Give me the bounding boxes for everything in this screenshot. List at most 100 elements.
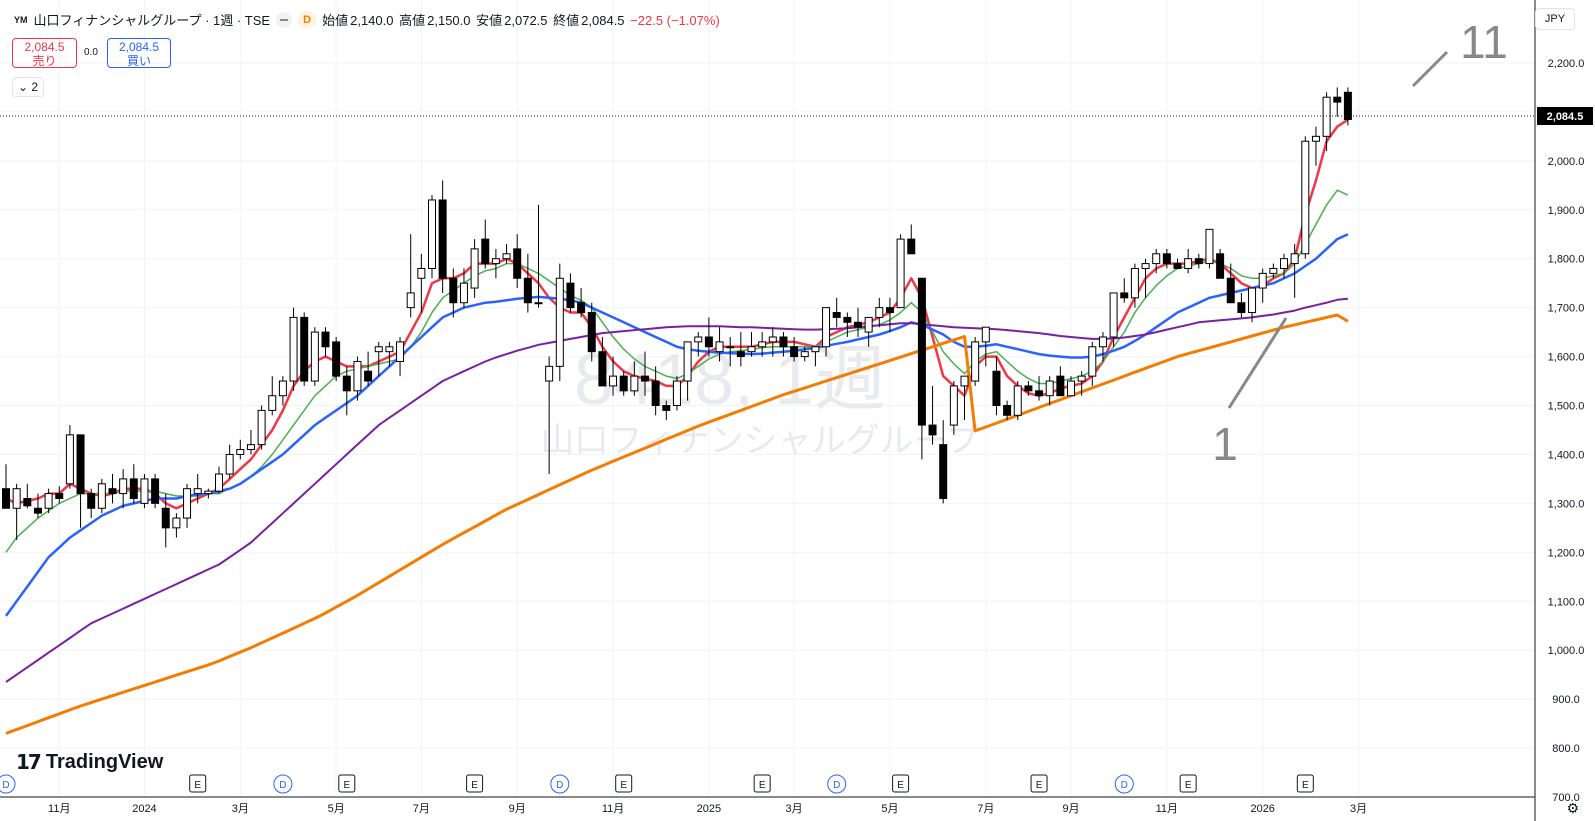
price-tick-label: 1,300.0 xyxy=(1548,498,1585,510)
candle-up xyxy=(545,365,554,382)
earnings-marker-label: E xyxy=(1036,780,1043,791)
candle-down xyxy=(1056,375,1065,397)
candle-up xyxy=(758,341,767,348)
candle-up xyxy=(555,277,564,367)
price-tick-label: 800.0 xyxy=(1552,743,1580,755)
candle-up xyxy=(811,346,820,353)
candle-down xyxy=(928,424,937,436)
dividend-marker-label: D xyxy=(279,780,286,791)
price-tick-label: 1,700.0 xyxy=(1548,303,1585,315)
earnings-marker-label: E xyxy=(897,780,904,791)
candle-down xyxy=(1333,96,1342,103)
legend: YM 山口フィナンシャルグループ · 1週 · TSE D 始値 2,140.0 … xyxy=(14,10,722,29)
open-value: 2,140.0 xyxy=(350,13,394,28)
candle-up xyxy=(1301,140,1310,255)
candle-down xyxy=(342,375,351,392)
earnings-marker xyxy=(189,774,207,793)
candle-up xyxy=(1184,258,1193,269)
candle-up xyxy=(971,341,980,382)
candle-down xyxy=(736,351,745,358)
candle-up xyxy=(236,449,245,455)
price-tick-label: 2,200.0 xyxy=(1548,58,1585,70)
buy-button[interactable]: 2,084.5 買い xyxy=(107,38,171,68)
high-label: 高値 xyxy=(399,13,426,28)
dividend-marker xyxy=(1114,774,1134,794)
candle-up xyxy=(1088,346,1097,377)
candle-down xyxy=(939,444,948,499)
time-tick-label: 3月 xyxy=(232,803,249,815)
candle-up xyxy=(1290,253,1299,265)
price-tick-label: 1,400.0 xyxy=(1548,449,1585,461)
candle-up xyxy=(800,351,809,358)
sell-button[interactable]: 2,084.5 売り xyxy=(12,38,77,68)
last-price-badge xyxy=(1537,107,1593,125)
candle-up xyxy=(172,517,181,529)
candle-down xyxy=(779,336,788,348)
close-label: 終値 xyxy=(553,13,580,28)
candle-up xyxy=(268,395,277,411)
candle-down xyxy=(2,488,10,509)
tradingview-logo-icon: 𝟭𝟳 xyxy=(16,752,42,774)
candle-down xyxy=(332,341,341,377)
candle-up xyxy=(385,346,394,353)
earnings-marker xyxy=(466,774,484,793)
candle-up xyxy=(417,267,426,279)
dividend-marker xyxy=(550,774,570,794)
candle-down xyxy=(523,277,532,304)
time-axis[interactable]: 11月 2024 3月 5月 7月 9月 11月 2025 3月 5月 7月 9月 11月 2026 3月 xyxy=(48,803,1367,815)
high-value: 2,150.0 xyxy=(427,13,471,28)
buy-label: 買い xyxy=(126,54,151,68)
earnings-marker-label: E xyxy=(471,780,478,791)
candle-up xyxy=(1258,272,1267,289)
candle-down xyxy=(161,507,170,529)
indicators-toggle-button[interactable]: ⌄ 2 xyxy=(12,77,44,97)
market-status-icon[interactable] xyxy=(276,11,293,28)
candle-down xyxy=(917,277,926,426)
candle-down xyxy=(577,302,586,314)
dividend-badge[interactable]: D xyxy=(298,10,317,29)
earnings-marker xyxy=(615,774,633,793)
candle-down xyxy=(1226,277,1235,304)
candle-up xyxy=(630,375,639,392)
candle-up xyxy=(1077,375,1086,382)
candle-up xyxy=(44,493,53,509)
candle-up xyxy=(683,341,692,382)
time-tick-label: 9月 xyxy=(509,803,526,815)
settings-gear-icon[interactable]: ⚙ xyxy=(1566,800,1579,816)
trend-line-lower xyxy=(1227,317,1288,409)
candle-up xyxy=(396,341,405,362)
price-tick-label: 700.0 xyxy=(1552,792,1580,804)
price-tick-label: 2,000.0 xyxy=(1548,156,1585,168)
sell-label: 売り xyxy=(32,54,57,68)
time-tick-label: 2025 xyxy=(697,803,721,815)
currency-button[interactable]: JPY xyxy=(1535,8,1575,30)
candle-down xyxy=(854,321,862,328)
candle-down xyxy=(1216,253,1225,279)
ma-line-4 xyxy=(5,297,1348,683)
dividend-marker-label: D xyxy=(556,780,563,791)
earnings-marker xyxy=(338,774,356,793)
candle-up xyxy=(1152,253,1161,265)
dividend-marker-label: D xyxy=(2,780,9,791)
candle-down xyxy=(1173,263,1182,269)
symbol-title[interactable]: 山口フィナンシャルグループ · 1週 · TSE xyxy=(33,13,271,28)
candle-up xyxy=(310,331,319,382)
candle-down xyxy=(885,307,894,314)
candle-up xyxy=(949,385,958,426)
candle-up xyxy=(1269,267,1278,274)
trend-line-upper xyxy=(1411,50,1449,88)
candle-up xyxy=(1311,135,1320,142)
time-tick-label: 3月 xyxy=(1350,803,1367,815)
candle-up xyxy=(715,341,724,353)
candle-up xyxy=(864,316,873,333)
candle-down xyxy=(1237,302,1246,314)
earnings-marker xyxy=(1179,774,1197,793)
candle-down xyxy=(1343,91,1352,120)
price-tick-label: 1,900.0 xyxy=(1548,205,1585,217)
dividend-marker xyxy=(273,774,293,794)
candle-up xyxy=(246,444,255,451)
price-axis[interactable]: 700.0 800.0 900.0 1,000.0 1,100.0 1,200.0 1,30… xyxy=(1548,58,1585,804)
candle-down xyxy=(598,351,607,387)
dividend-marker-label: D xyxy=(833,780,840,791)
